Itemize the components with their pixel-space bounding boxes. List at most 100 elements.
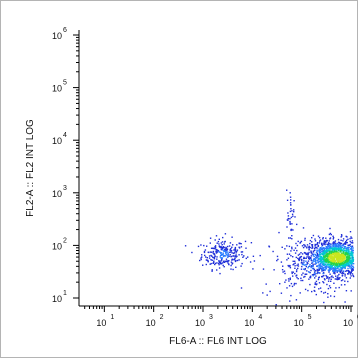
- event-dot: [347, 256, 349, 258]
- event-dot: [333, 282, 335, 284]
- event-dot: [324, 250, 326, 252]
- event-dot: [223, 254, 225, 257]
- event-dot: [330, 268, 333, 270]
- event-dot: [333, 255, 335, 257]
- event-dot: [349, 237, 351, 240]
- event-dot: [349, 277, 351, 279]
- event-dot: [336, 248, 339, 250]
- event-dot: [287, 278, 290, 280]
- event-dot: [305, 273, 308, 275]
- event-dot: [299, 292, 301, 294]
- event-dot: [348, 265, 351, 268]
- event-dot: [310, 251, 312, 253]
- event-dot: [323, 274, 325, 277]
- event-dot: [221, 259, 223, 261]
- event-dot: [336, 267, 338, 269]
- event-dot: [335, 250, 338, 252]
- event-dot: [328, 263, 330, 265]
- event-dot: [321, 250, 323, 252]
- event-dot: [347, 280, 349, 283]
- event-dot: [329, 255, 331, 257]
- event-dot: [325, 268, 328, 270]
- event-dot: [340, 261, 342, 263]
- event-dot: [304, 288, 307, 291]
- event-dot: [348, 255, 350, 257]
- event-dot: [331, 252, 333, 254]
- event-dot: [340, 236, 342, 238]
- event-dot: [314, 240, 317, 242]
- event-dot: [345, 235, 347, 238]
- event-dot: [214, 246, 216, 248]
- event-dot: [216, 269, 218, 271]
- event-dot: [225, 254, 227, 256]
- event-dot: [352, 266, 355, 269]
- event-dot: [318, 255, 320, 257]
- event-dot: [340, 245, 342, 247]
- event-dot: [351, 273, 354, 275]
- event-dot: [211, 247, 214, 249]
- event-dot: [334, 262, 336, 265]
- event-dot: [352, 260, 354, 262]
- event-dot: [218, 238, 220, 240]
- event-dot: [337, 238, 340, 241]
- event-dot: [302, 279, 304, 282]
- event-dot: [339, 242, 341, 244]
- event-dot: [343, 266, 345, 269]
- event-dot: [324, 279, 326, 281]
- event-dot: [218, 245, 220, 247]
- event-dot: [231, 259, 233, 261]
- event-dot: [240, 251, 243, 253]
- event-dot: [308, 249, 310, 251]
- event-dot: [321, 248, 324, 250]
- event-dot: [326, 260, 328, 262]
- event-dot: [310, 266, 312, 269]
- event-dot: [201, 256, 203, 258]
- event-dot: [316, 243, 318, 245]
- event-dot: [191, 251, 193, 254]
- event-dot: [331, 245, 333, 247]
- x-tick-base: 10: [195, 318, 205, 328]
- event-dot: [334, 255, 336, 257]
- event-dot: [306, 244, 309, 246]
- event-dot: [351, 240, 354, 242]
- event-dot: [311, 246, 314, 248]
- event-dot: [323, 292, 325, 294]
- event-dot: [300, 279, 302, 282]
- event-dot: [310, 269, 312, 272]
- event-dot: [202, 264, 204, 266]
- x-tick-label: 10 1: [96, 314, 114, 328]
- event-dot: [337, 256, 339, 258]
- event-dot: [334, 253, 336, 256]
- event-dot: [319, 257, 321, 259]
- event-dot: [245, 247, 247, 249]
- event-dot: [289, 264, 291, 267]
- event-dot: [289, 196, 292, 198]
- event-dot: [334, 265, 336, 267]
- event-dot: [329, 258, 331, 260]
- event-dot: [312, 275, 314, 277]
- event-dot: [317, 235, 320, 237]
- event-dot: [291, 285, 294, 288]
- event-dot: [316, 265, 319, 268]
- event-dot: [323, 240, 326, 242]
- event-dot: [262, 268, 265, 270]
- event-dot: [278, 231, 280, 234]
- event-dot: [291, 238, 293, 240]
- event-dot: [340, 239, 342, 241]
- event-dot: [318, 252, 321, 254]
- event-dot: [323, 249, 326, 251]
- event-dot: [337, 258, 339, 260]
- y-axis-title: FL2-A :: FL2 INT LOG: [25, 119, 36, 217]
- event-dot: [290, 282, 293, 285]
- event-dot: [346, 249, 348, 251]
- event-dot: [314, 258, 316, 260]
- event-dot: [314, 272, 316, 275]
- event-dot: [221, 262, 223, 265]
- event-dot: [200, 244, 202, 246]
- event-dot: [329, 232, 332, 235]
- event-dot: [331, 264, 334, 267]
- event-dot: [339, 265, 341, 267]
- event-dot: [351, 269, 353, 271]
- event-dot: [216, 256, 218, 258]
- event-dot: [286, 287, 288, 289]
